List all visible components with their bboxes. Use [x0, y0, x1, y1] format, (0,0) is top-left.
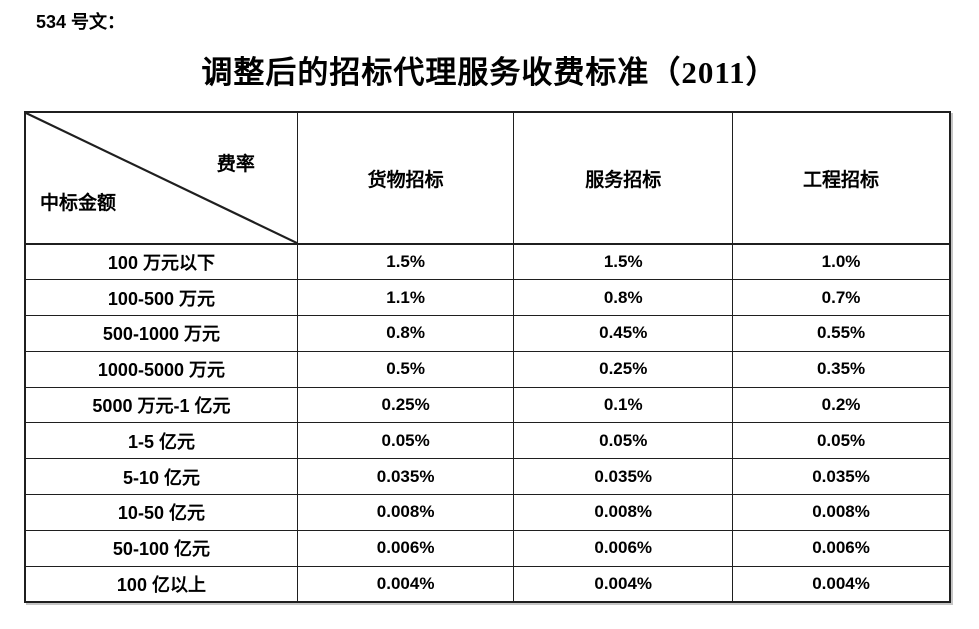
fee-value-cell: 0.006%	[296, 529, 515, 567]
fee-value-cell: 0.35%	[732, 350, 951, 388]
fee-value-cell: 0.004%	[513, 565, 734, 603]
column-header-goods: 货物招标	[296, 111, 515, 245]
fee-value-cell: 0.2%	[732, 386, 951, 424]
fee-value-cell: 0.8%	[513, 279, 734, 317]
table-row: 10-50 亿元 0.008% 0.008% 0.008%	[24, 494, 951, 531]
fee-rate-table: 费率 中标金额 货物招标 服务招标 工程招标 100 万元以下 1.5% 1.5% 1…	[24, 111, 951, 603]
table-row: 100 万元以下 1.5% 1.5% 1.0%	[24, 243, 951, 281]
row-label-amount-range: 100 万元以下	[24, 243, 298, 281]
fee-value-cell: 0.004%	[296, 565, 515, 603]
table-row: 100-500 万元 1.1% 0.8% 0.7%	[24, 279, 951, 317]
row-label-amount-range: 1-5 亿元	[24, 422, 298, 460]
page-title: 调整后的招标代理服务收费标准（2011）	[201, 55, 778, 90]
table-row: 500-1000 万元 0.8% 0.45% 0.55%	[24, 315, 951, 352]
table-header-row: 费率 中标金额 货物招标 服务招标 工程招标	[24, 111, 951, 245]
doc-number-label: 534 号文：	[36, 12, 126, 32]
fee-value-cell: 0.8%	[296, 315, 515, 352]
diagonal-divider-line	[26, 113, 297, 243]
fee-value-cell: 0.035%	[732, 458, 951, 496]
fee-value-cell: 0.008%	[296, 494, 515, 531]
corner-header-cell: 费率 中标金额	[24, 111, 298, 245]
fee-value-cell: 1.1%	[296, 279, 515, 317]
fee-value-cell: 1.5%	[296, 243, 515, 281]
row-label-amount-range: 50-100 亿元	[24, 529, 298, 567]
fee-value-cell: 0.55%	[732, 315, 951, 352]
fee-value-cell: 0.45%	[513, 315, 734, 352]
row-label-amount-range: 5-10 亿元	[24, 458, 298, 496]
row-label-amount-range: 10-50 亿元	[24, 494, 298, 531]
fee-value-cell: 0.05%	[296, 422, 515, 460]
fee-value-cell: 0.05%	[513, 422, 734, 460]
fee-value-cell: 0.7%	[732, 279, 951, 317]
table-row: 1-5 亿元 0.05% 0.05% 0.05%	[24, 422, 951, 460]
fee-value-cell: 0.006%	[513, 529, 734, 567]
row-label-amount-range: 100-500 万元	[24, 279, 298, 317]
row-label-amount-range: 1000-5000 万元	[24, 350, 298, 388]
table-row: 5000 万元-1 亿元 0.25% 0.1% 0.2%	[24, 386, 951, 424]
fee-value-cell: 0.006%	[732, 529, 951, 567]
fee-value-cell: 0.5%	[296, 350, 515, 388]
fee-value-cell: 1.5%	[513, 243, 734, 281]
row-label-amount-range: 500-1000 万元	[24, 315, 298, 352]
fee-value-cell: 0.25%	[513, 350, 734, 388]
row-label-amount-range: 5000 万元-1 亿元	[24, 386, 298, 424]
row-label-amount-range: 100 亿以上	[24, 565, 298, 603]
fee-value-cell: 0.05%	[732, 422, 951, 460]
table-row: 5-10 亿元 0.035% 0.035% 0.035%	[24, 458, 951, 496]
column-header-services: 服务招标	[513, 111, 734, 245]
fee-value-cell: 0.004%	[732, 565, 951, 603]
fee-value-cell: 1.0%	[732, 243, 951, 281]
table-row: 1000-5000 万元 0.5% 0.25% 0.35%	[24, 350, 951, 388]
fee-value-cell: 0.035%	[296, 458, 515, 496]
fee-value-cell: 0.25%	[296, 386, 515, 424]
fee-value-cell: 0.035%	[513, 458, 734, 496]
fee-value-cell: 0.008%	[513, 494, 734, 531]
corner-label-bid-amount: 中标金额	[40, 193, 117, 214]
table-row: 50-100 亿元 0.006% 0.006% 0.006%	[24, 529, 951, 567]
column-header-engineering: 工程招标	[732, 111, 951, 245]
corner-label-rate: 费率	[216, 154, 255, 175]
fee-value-cell: 0.1%	[513, 386, 734, 424]
fee-value-cell: 0.008%	[732, 494, 951, 531]
table-body: 100 万元以下 1.5% 1.5% 1.0% 100-500 万元 1.1% 0.8% 0.…	[24, 243, 951, 603]
table-row: 100 亿以上 0.004% 0.004% 0.004%	[24, 565, 951, 603]
